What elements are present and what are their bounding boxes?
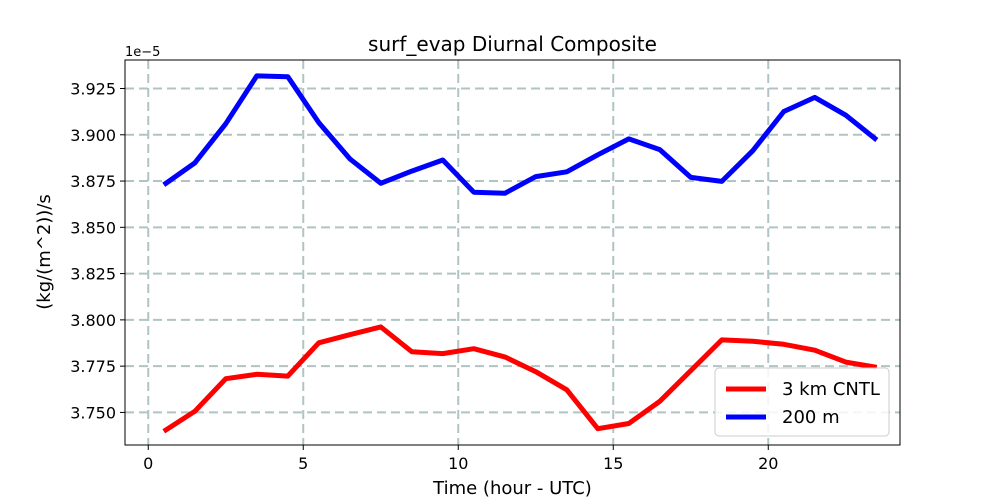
x-axis: 0 5 10 15 20	[143, 445, 778, 473]
legend-label-200m: 200 m	[782, 407, 840, 428]
y-tick-label: 3.850	[70, 218, 116, 237]
y-tick-label: 3.825	[70, 265, 116, 284]
y-tick-label: 3.925	[70, 80, 116, 99]
grid	[125, 60, 900, 445]
y-axis-label: (kg/(m^2))/s	[34, 194, 55, 310]
chart-title: surf_evap Diurnal Composite	[368, 32, 657, 56]
x-tick-label: 10	[448, 454, 468, 473]
x-tick-label: 15	[603, 454, 623, 473]
y-tick-label: 3.875	[70, 172, 116, 191]
y-tick-label: 3.900	[70, 126, 116, 145]
y-tick-label: 3.800	[70, 311, 116, 330]
plot-frame	[124, 59, 901, 446]
y-tick-label: 3.775	[70, 357, 116, 376]
x-axis-label: Time (hour - UTC)	[432, 478, 592, 499]
series-layer	[162, 73, 879, 434]
legend[interactable]: 3 km CNTL 200 m	[714, 367, 890, 437]
y-tick-label: 3.750	[70, 403, 116, 422]
legend-label-3km-cntl: 3 km CNTL	[782, 379, 880, 400]
x-tick-label: 5	[298, 454, 308, 473]
series-line-200-m[interactable]	[162, 73, 879, 196]
x-tick-label: 20	[758, 454, 778, 473]
y-offset-text: 1e−5	[125, 45, 160, 60]
y-axis: 3.750 3.775 3.800 3.825 3.850 3.875 3.900 3.925	[70, 80, 125, 422]
series-line-3-km-cntl[interactable]	[162, 324, 878, 434]
x-tick-label: 0	[143, 454, 153, 473]
